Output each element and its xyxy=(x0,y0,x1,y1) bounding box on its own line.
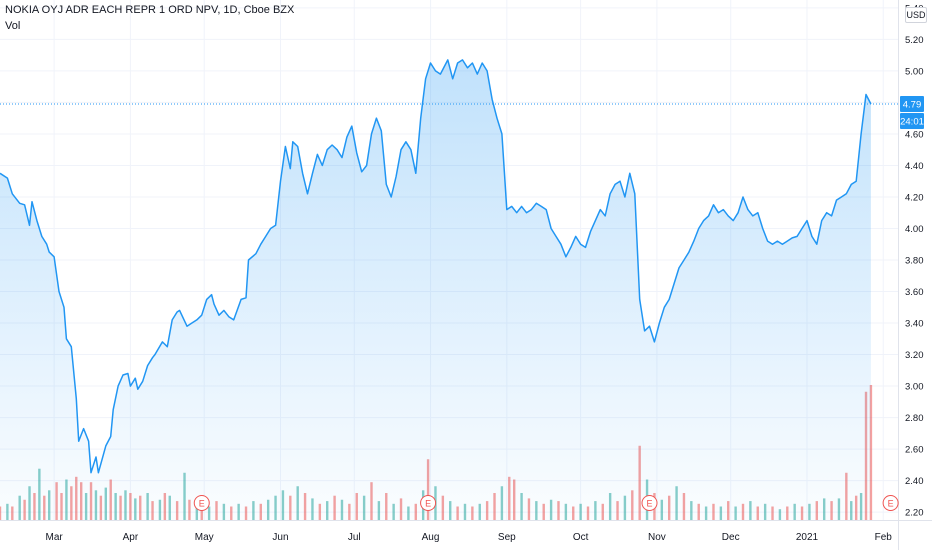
x-tick-label: Jul xyxy=(348,532,361,543)
earnings-marker xyxy=(641,495,658,511)
x-tick-label: Apr xyxy=(123,532,139,543)
x-tick-label: 2021 xyxy=(796,532,819,543)
earnings-marker-label: E xyxy=(647,499,653,509)
y-tick-label: 4.60 xyxy=(905,129,924,140)
y-tick-label: 2.40 xyxy=(905,476,924,487)
y-tick-label: 4.20 xyxy=(905,192,924,203)
earnings-marker xyxy=(193,495,210,511)
x-tick-label: Sep xyxy=(498,532,516,543)
earnings-marker xyxy=(882,495,899,511)
price-line xyxy=(0,59,872,474)
x-tick-label: Mar xyxy=(46,532,64,543)
volume-bar xyxy=(869,385,873,520)
x-tick-label: Dec xyxy=(722,532,740,543)
last-price-tag xyxy=(900,96,924,112)
y-tick-label: 5.00 xyxy=(905,66,924,77)
y-tick-label: 2.60 xyxy=(905,445,924,456)
x-tick-label: Aug xyxy=(422,532,440,543)
y-tick-label: 3.00 xyxy=(905,382,924,393)
countdown-value: 24:01 xyxy=(900,117,924,128)
y-tick-label: 5.20 xyxy=(905,35,924,46)
x-tick-label: May xyxy=(195,532,214,543)
currency-button[interactable]: USD xyxy=(905,7,927,23)
earnings-marker-label: E xyxy=(199,499,205,509)
y-tick-label: 3.80 xyxy=(905,256,924,267)
countdown-tag xyxy=(900,113,924,129)
earnings-marker-label: E xyxy=(425,499,431,509)
earnings-marker-label: E xyxy=(888,499,894,509)
x-tick-label: Oct xyxy=(573,532,589,543)
y-tick-label: 4.00 xyxy=(905,224,924,235)
chart-title: NOKIA OYJ ADR EACH REPR 1 ORD NPV, 1D, C… xyxy=(5,4,295,16)
y-tick-label: 4.40 xyxy=(905,161,924,172)
x-tick-label: Jun xyxy=(272,532,288,543)
volume-label: Vol xyxy=(5,20,21,32)
x-tick-label: Feb xyxy=(875,532,893,543)
y-tick-label: 2.20 xyxy=(905,508,924,519)
price-area xyxy=(0,59,871,521)
last-price-value: 4.79 xyxy=(903,100,922,111)
x-tick-label: Nov xyxy=(648,532,666,543)
earnings-marker xyxy=(420,495,437,511)
y-tick-label: 3.20 xyxy=(905,350,924,361)
y-tick-label: 3.40 xyxy=(905,319,924,330)
y-tick-label: 3.60 xyxy=(905,287,924,298)
y-tick-label: 2.80 xyxy=(905,413,924,424)
